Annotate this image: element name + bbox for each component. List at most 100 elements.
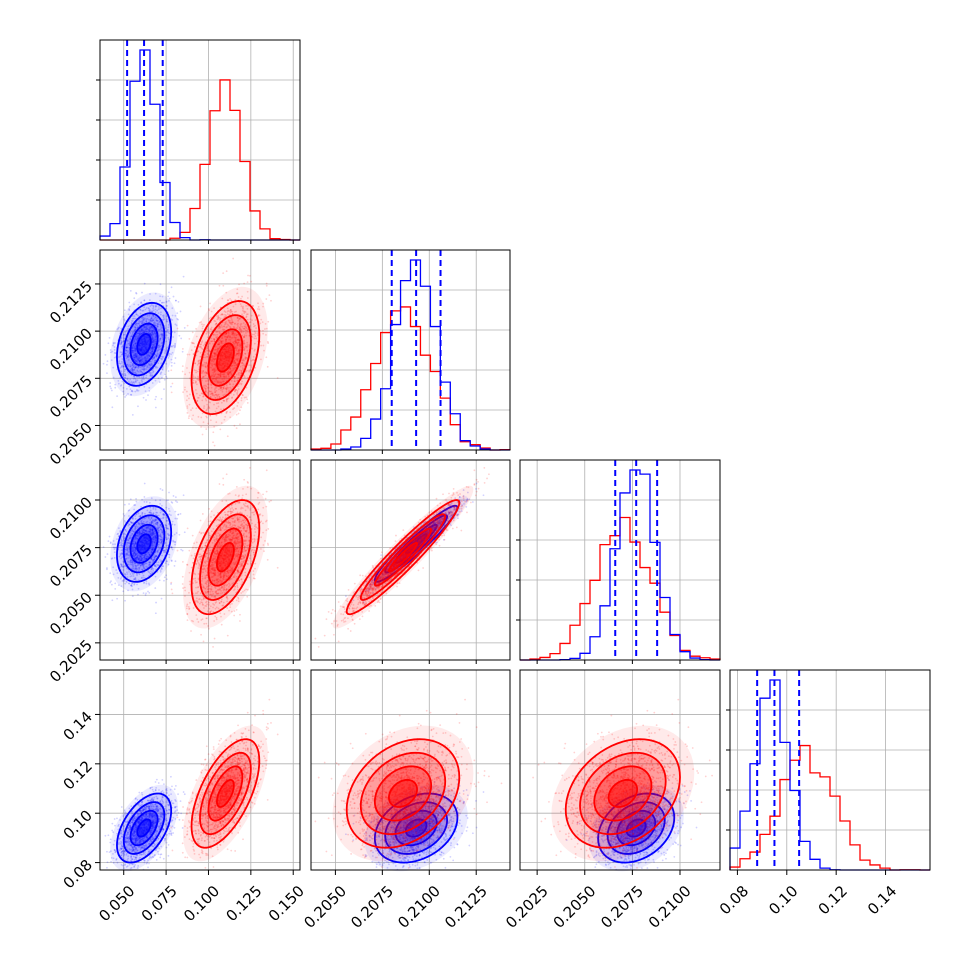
panel-1-0-point-red bbox=[226, 435, 229, 438]
data-layer bbox=[99, 40, 930, 872]
panel-1-0-point-blue bbox=[106, 360, 109, 363]
panel-2-0-point-blue bbox=[160, 597, 163, 600]
panel-1-0-point-blue bbox=[141, 343, 144, 346]
panel-1-0-point-blue bbox=[137, 358, 140, 360]
panel-1-0-point-blue bbox=[131, 369, 134, 372]
panel-1-0-point-blue bbox=[138, 333, 141, 336]
panel-1-0-point-blue bbox=[134, 364, 136, 367]
panel-1-0-point-red bbox=[187, 417, 190, 420]
panel-1-0-point-blue bbox=[120, 365, 123, 368]
panel-1-0-point-blue bbox=[141, 356, 143, 358]
panel-2-0-point-blue bbox=[142, 592, 145, 595]
panel-1-0-point-blue bbox=[143, 339, 146, 342]
panel-2-0-point-blue bbox=[116, 597, 119, 600]
panel-1-0-point-red bbox=[176, 327, 179, 330]
panel-3-2-bg bbox=[520, 670, 720, 870]
panel-2-0-point-blue bbox=[143, 482, 146, 485]
panel-2-0-point-blue bbox=[172, 495, 175, 497]
panel-1-0-point-blue bbox=[136, 326, 139, 329]
panel-1-0-point-blue bbox=[131, 333, 134, 336]
panel-1-0-point-blue bbox=[131, 414, 134, 416]
panel-1-0-point-blue bbox=[126, 363, 129, 366]
panel-2-0-point-red bbox=[249, 467, 251, 469]
panel-1-0-point-blue bbox=[170, 286, 173, 289]
panel-1-0-point-blue bbox=[136, 388, 138, 391]
panel-1-0-point-blue bbox=[135, 292, 138, 295]
panel-1-0-point-blue bbox=[141, 316, 144, 319]
panel-1-0-point-red bbox=[235, 427, 238, 430]
panel-1-0-point-blue bbox=[149, 363, 152, 366]
panel-1-0-point-blue bbox=[148, 314, 151, 317]
panel-1-0-point-blue bbox=[128, 372, 130, 375]
panel-1-0-point-blue bbox=[131, 389, 133, 392]
panel-1-0-point-red bbox=[268, 294, 271, 297]
panel-1-0-point-blue bbox=[133, 345, 136, 348]
panel-2-0-point-blue bbox=[182, 494, 185, 497]
panel-1-0-point-blue bbox=[109, 351, 112, 354]
panel-2-0-point-red bbox=[208, 627, 210, 630]
panel-2-0-point-blue bbox=[131, 595, 134, 598]
panel-1-0-point-red bbox=[181, 348, 184, 350]
panel-2-0-point-blue bbox=[174, 496, 177, 499]
panel-1-0-point-blue bbox=[139, 360, 141, 363]
panel-1-0-point-blue bbox=[137, 370, 140, 373]
panel-1-0-point-blue bbox=[160, 325, 162, 328]
panel-1-0-point-blue bbox=[179, 310, 182, 313]
panel-2-0-point-blue bbox=[137, 593, 139, 596]
panel-1-0-point-blue bbox=[142, 396, 145, 399]
panel-2-0-point-blue bbox=[168, 491, 170, 494]
panel-1-0-point-blue bbox=[150, 363, 153, 365]
panel-1-0-point-blue bbox=[129, 368, 132, 371]
panel-1-0-point-red bbox=[232, 257, 235, 260]
panel-1-0-point-blue bbox=[139, 359, 142, 362]
panel-1-0-point-blue bbox=[177, 318, 179, 321]
panel-1-0-point-blue bbox=[145, 328, 148, 331]
panel-1-0-point-blue bbox=[151, 340, 154, 343]
panel-1-0-point-blue bbox=[141, 322, 144, 324]
panel-2-0-point-blue bbox=[163, 579, 165, 582]
panel-1-0-point-blue bbox=[151, 340, 154, 343]
panel-1-0-point-blue bbox=[144, 340, 146, 343]
panel-1-0-point-blue bbox=[124, 396, 126, 398]
panel-1-0-point-blue bbox=[165, 375, 168, 378]
panel-1-0-point-blue bbox=[148, 307, 150, 310]
panel-1-0-point-blue bbox=[133, 348, 136, 350]
panel-1-0-point-blue bbox=[154, 406, 157, 409]
panel-2-0-point-blue bbox=[147, 590, 149, 593]
panel-1-0-point-blue bbox=[131, 346, 134, 349]
panel-2-0-point-blue bbox=[148, 591, 151, 594]
panel-1-0-point-red bbox=[265, 282, 268, 285]
panel-1-0-point-blue bbox=[183, 327, 186, 329]
panel-1-0-point-blue bbox=[152, 329, 154, 332]
panel-1-0-point-blue bbox=[151, 348, 153, 350]
panel-1-0-point-red bbox=[205, 428, 208, 430]
panel-1-0-point-red bbox=[247, 274, 249, 277]
panel-2-0-point-blue bbox=[174, 560, 177, 563]
panel-1-0-point-blue bbox=[152, 341, 155, 344]
panel-1-0-point-blue bbox=[137, 337, 139, 340]
panel-2-0-point-red bbox=[246, 595, 249, 598]
panel-1-0-point-blue bbox=[145, 399, 147, 401]
panel-1-0-point-blue bbox=[161, 336, 164, 338]
panel-1-0-point-blue bbox=[143, 364, 146, 367]
panel-1-0-point-blue bbox=[158, 345, 161, 348]
panel-1-0-point-blue bbox=[132, 331, 134, 334]
panel-1-0-point-blue bbox=[142, 327, 144, 330]
grid-lines bbox=[100, 40, 930, 870]
panel-2-0-point-blue bbox=[106, 567, 108, 569]
panel-1-0-point-blue bbox=[143, 331, 146, 334]
panel-1-0-point-blue bbox=[154, 311, 157, 314]
panel-1-0-point-red bbox=[233, 424, 236, 427]
panel-1-0-point-blue bbox=[125, 354, 128, 356]
panel-1-0-point-blue bbox=[160, 397, 163, 400]
panel-1-0-point-blue bbox=[116, 395, 119, 398]
panel-2-0-point-red bbox=[265, 469, 268, 472]
panel-1-0-point-red bbox=[188, 337, 191, 340]
panel-1-0-point-blue bbox=[149, 332, 152, 335]
panel-1-0-point-blue bbox=[144, 325, 147, 328]
panel-2-0-point-blue bbox=[109, 542, 112, 545]
panel-1-0-point-blue bbox=[141, 329, 143, 332]
panel-1-0-point-blue bbox=[127, 346, 130, 349]
panel-1-0-point-red bbox=[225, 270, 228, 273]
